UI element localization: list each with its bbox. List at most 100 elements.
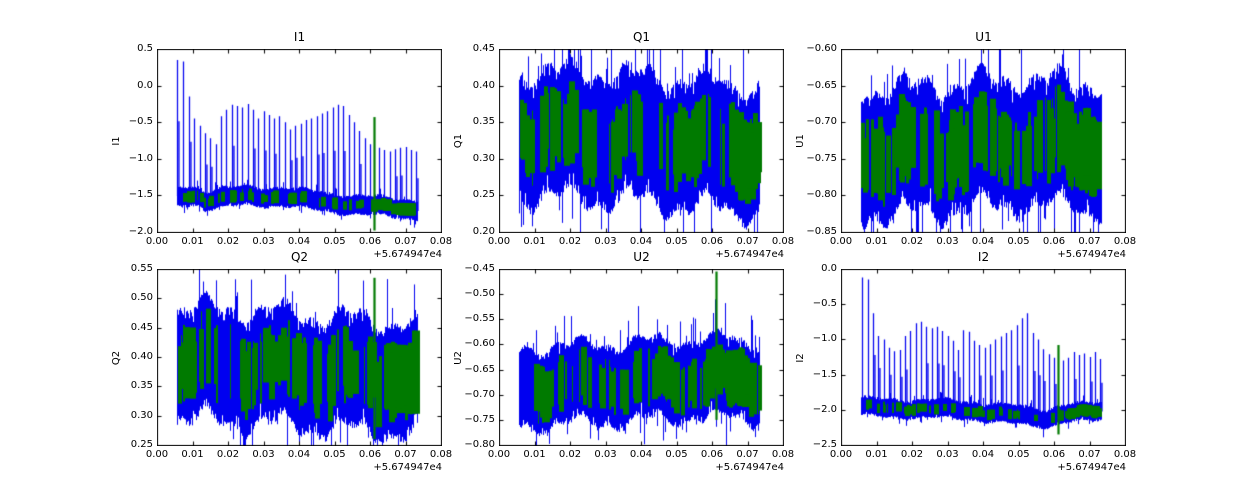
x-tick-label: 0.08: [429, 449, 453, 460]
x-tick-label: 0.00: [145, 449, 169, 460]
x-tick-label: 0.07: [736, 236, 759, 247]
y-tick-label: −2.5: [812, 439, 837, 450]
y-tick-label: −2.0: [128, 226, 153, 237]
x-tick-label: 0.08: [1113, 449, 1137, 460]
x-axis-offset-label: +5.674947e4: [715, 249, 784, 260]
y-tick-label: 0.50: [130, 292, 153, 304]
x-tick-label: 0.07: [394, 449, 417, 460]
x-tick-label: 0.08: [771, 236, 795, 247]
subplot-title: I2: [977, 250, 990, 264]
x-tick-label: 0.06: [358, 236, 382, 247]
x-tick-label: 0.00: [829, 449, 853, 460]
x-tick-label: 0.01: [865, 236, 888, 247]
x-tick-label: 0.07: [1078, 236, 1101, 247]
x-axis-offset-label: +5.674947e4: [1057, 462, 1126, 473]
plot-canvas: [841, 49, 1126, 233]
x-tick-label: 0.02: [558, 236, 582, 247]
x-tick-label: 0.02: [900, 236, 924, 247]
subplot-title: I1: [293, 30, 306, 44]
y-tick-label: −0.60: [464, 338, 495, 350]
subplot-title: Q1: [632, 30, 651, 44]
x-tick-label: 0.06: [358, 449, 382, 460]
x-tick-label: 0.02: [216, 236, 240, 247]
y-tick-label: −0.5: [812, 298, 837, 310]
y-axis-label: I1: [111, 136, 122, 146]
y-tick-label: −1.0: [812, 333, 837, 345]
x-tick-label: 0.07: [394, 236, 417, 247]
x-tick-label: 0.05: [665, 236, 688, 247]
x-tick-label: 0.05: [323, 236, 346, 247]
x-tick-label: 0.01: [865, 449, 888, 460]
subplot-title: U2: [633, 250, 650, 264]
y-tick-label: 0.35: [472, 116, 495, 128]
x-tick-label: 0.08: [771, 449, 795, 460]
y-tick-label: −2.0: [812, 403, 837, 415]
y-tick-label: 0.55: [130, 263, 153, 274]
y-tick-label: −0.85: [806, 226, 837, 237]
y-tick-label: 0.25: [130, 439, 153, 450]
y-tick-label: 0.40: [472, 79, 495, 91]
subplot-q2: Q2 Q2 0.55 0.50 0.45 0.40 0.35 0.30 0.25 0.00 0…: [111, 250, 452, 473]
subplot-title: U1: [975, 30, 992, 44]
y-tick-label: −0.45: [464, 263, 495, 274]
y-axis-label: U1: [795, 134, 806, 148]
x-tick-label: 0.04: [287, 449, 311, 460]
x-tick-label: 0.01: [181, 449, 204, 460]
plot-canvas: [157, 49, 442, 233]
subplot-i1: I1 I1 0.5 0.0 −0.5 −1.0 −1.5 −2.0 0.00 0.01 0.0…: [111, 30, 452, 260]
x-tick-label: 0.02: [216, 449, 240, 460]
x-axis-offset-label: +5.674947e4: [373, 462, 442, 473]
x-tick-label: 0.04: [287, 236, 311, 247]
y-tick-label: 0.30: [130, 409, 153, 421]
subplot-title: Q2: [290, 250, 309, 264]
x-tick-label: 0.00: [487, 449, 511, 460]
y-tick-label: 0.35: [130, 380, 153, 392]
x-tick-label: 0.04: [971, 449, 995, 460]
x-tick-label: 0.01: [523, 449, 546, 460]
x-tick-label: 0.05: [1007, 449, 1030, 460]
y-tick-label: −0.80: [806, 189, 837, 201]
subplot-u1: U1 U1 −0.60 −0.65 −0.70 −0.75 −0.80 −0.85 0.0…: [795, 30, 1136, 260]
y-tick-label: −0.65: [464, 363, 495, 375]
x-tick-label: 0.06: [1042, 449, 1066, 460]
y-tick-label: −0.75: [464, 413, 495, 425]
x-tick-label: 0.02: [558, 449, 582, 460]
y-tick-label: −0.75: [806, 152, 837, 164]
x-tick-label: 0.04: [971, 236, 995, 247]
x-tick-label: 0.00: [487, 236, 511, 247]
x-axis-offset-label: +5.674947e4: [1057, 249, 1126, 260]
x-tick-label: 0.08: [429, 236, 453, 247]
subplot-i2: I2 I2 0.0 −0.5 −1.0 −1.5 −2.0 −2.5 0.00 0.01 0.…: [795, 250, 1136, 473]
x-tick-label: 0.03: [936, 236, 959, 247]
y-tick-label: 0.0: [821, 263, 837, 274]
y-tick-label: 0.20: [472, 226, 495, 237]
x-tick-label: 0.00: [145, 236, 169, 247]
subplot-q1: Q1 Q1 0.45 0.40 0.35 0.30 0.25 0.20 0.00 0.01 0…: [453, 30, 794, 260]
x-tick-label: 0.06: [700, 449, 724, 460]
x-tick-label: 0.02: [900, 449, 924, 460]
y-axis-label: Q1: [453, 133, 464, 149]
y-tick-label: −0.70: [464, 388, 495, 400]
y-tick-label: −0.70: [806, 116, 837, 128]
y-tick-label: 0.25: [472, 189, 495, 201]
x-tick-label: 0.03: [594, 449, 617, 460]
y-tick-label: −0.5: [128, 116, 153, 128]
plot-canvas: [841, 269, 1126, 446]
y-tick-label: 0.30: [472, 152, 495, 164]
x-tick-label: 0.05: [1007, 236, 1030, 247]
x-tick-label: 0.05: [323, 449, 346, 460]
y-tick-label: 0.0: [137, 79, 153, 91]
x-tick-label: 0.05: [665, 449, 688, 460]
y-tick-label: −0.80: [464, 439, 495, 450]
plot-canvas: [499, 49, 784, 233]
y-tick-label: −0.55: [464, 313, 495, 325]
x-tick-label: 0.03: [936, 449, 959, 460]
y-tick-label: 0.5: [137, 43, 153, 54]
y-tick-label: 0.45: [130, 321, 153, 333]
x-tick-label: 0.03: [252, 236, 275, 247]
x-tick-label: 0.03: [594, 236, 617, 247]
x-axis-offset-label: +5.674947e4: [715, 462, 784, 473]
y-tick-label: 0.40: [130, 351, 153, 362]
x-tick-label: 0.04: [629, 236, 653, 247]
